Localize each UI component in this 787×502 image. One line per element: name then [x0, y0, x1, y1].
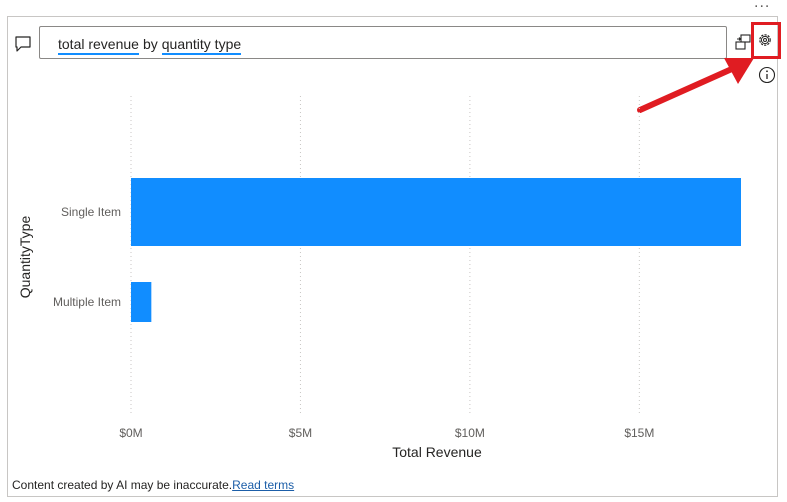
x-tick-label: $10M [455, 426, 485, 440]
y-category-label: Multiple Item [53, 295, 121, 309]
x-axis-title: Total Revenue [392, 444, 482, 460]
more-options-button[interactable]: ... [754, 0, 771, 11]
highlight-box [751, 22, 781, 59]
bar [131, 282, 152, 322]
read-terms-link[interactable]: Read terms [232, 478, 295, 492]
y-axis-title: QuantityType [17, 216, 33, 299]
comment-icon[interactable] [14, 35, 32, 53]
qa-visual-frame [7, 16, 778, 497]
query-term-by: by [142, 36, 158, 52]
gear-icon[interactable] [756, 31, 774, 49]
convert-to-visual-icon[interactable] [734, 33, 752, 51]
x-tick-label: $15M [624, 426, 654, 440]
red-arrow-annotation [637, 58, 754, 113]
info-icon[interactable] [758, 66, 776, 84]
query-term-total-revenue: total revenue [58, 36, 139, 55]
y-category-label: Single Item [61, 205, 121, 219]
qa-query-input[interactable]: total revenue by quantity type [39, 26, 727, 59]
disclaimer-text: Content created by AI may be inaccurate. [12, 478, 233, 492]
query-term-quantity-type: quantity type [161, 36, 242, 55]
qa-query-text: total revenue by quantity type [58, 36, 242, 55]
bar [131, 178, 741, 246]
x-tick-label: $5M [289, 426, 312, 440]
footer-disclaimer: Content created by AI may be inaccurate.… [12, 478, 294, 492]
x-tick-label: $0M [119, 426, 142, 440]
